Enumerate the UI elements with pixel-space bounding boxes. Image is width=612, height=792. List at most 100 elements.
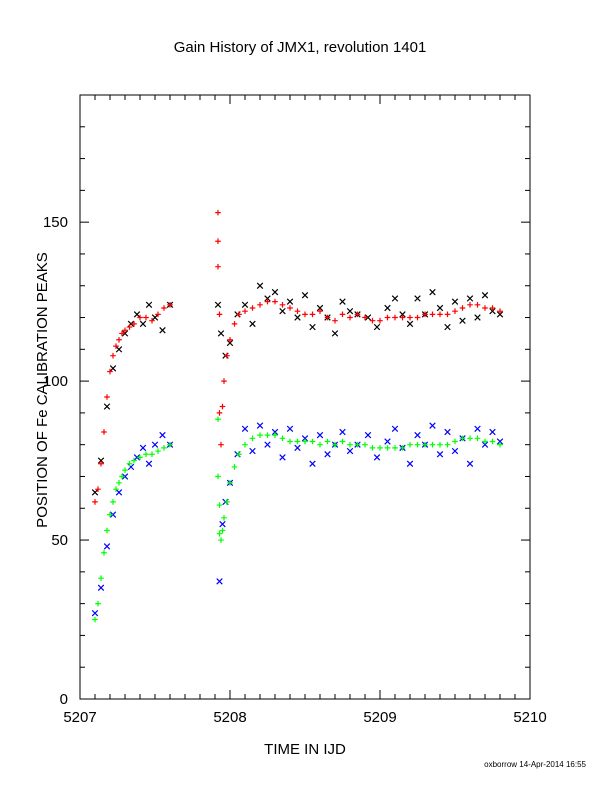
data-point	[143, 451, 149, 458]
data-point	[489, 438, 496, 445]
data-point	[221, 515, 227, 521]
data-point	[316, 431, 324, 439]
data-point	[218, 441, 224, 448]
data-point	[155, 311, 161, 318]
data-point	[354, 441, 361, 448]
data-point	[126, 324, 133, 330]
data-point	[429, 422, 436, 429]
data-point	[236, 311, 242, 318]
data-point	[131, 457, 137, 464]
data-point	[429, 441, 436, 448]
y-tick-label: 150	[43, 214, 68, 231]
data-point	[219, 520, 226, 528]
data-point	[302, 311, 308, 318]
data-point	[113, 343, 119, 349]
data-point	[474, 302, 481, 308]
data-point	[496, 438, 504, 445]
data-point	[332, 441, 338, 448]
data-point	[215, 263, 221, 270]
data-point	[452, 438, 458, 445]
data-point	[264, 298, 271, 305]
data-point	[309, 438, 316, 445]
data-point	[215, 473, 221, 480]
data-point	[110, 352, 116, 359]
data-point	[126, 460, 133, 467]
data-point	[257, 432, 263, 438]
y-tick-label: 100	[43, 373, 68, 390]
data-point	[287, 305, 293, 311]
data-point	[95, 600, 101, 607]
chart-title: Gain History of JMX1, revolution 1401	[174, 39, 427, 56]
data-point	[221, 378, 227, 384]
data-point	[271, 288, 279, 296]
data-point	[104, 394, 110, 400]
plot-frame	[79, 94, 531, 700]
data-point	[116, 336, 122, 343]
data-point	[422, 311, 428, 318]
data-points	[91, 209, 504, 623]
data-point	[392, 314, 398, 321]
data-point	[467, 435, 473, 442]
data-point	[294, 444, 301, 452]
data-point	[97, 457, 105, 464]
y-tick-label: 50	[51, 532, 68, 549]
data-point	[215, 238, 221, 245]
data-point	[452, 308, 458, 314]
data-point	[216, 410, 223, 416]
data-point	[294, 438, 301, 445]
data-point	[406, 460, 414, 467]
data-point	[482, 438, 488, 445]
data-point	[101, 429, 107, 435]
data-point	[145, 460, 153, 467]
data-point	[119, 473, 125, 480]
data-point	[95, 486, 101, 492]
data-point	[346, 307, 354, 315]
data-point	[217, 330, 225, 337]
data-point	[224, 499, 230, 505]
data-point	[316, 304, 324, 312]
data-point	[97, 584, 105, 591]
data-point	[139, 320, 147, 328]
data-point	[103, 403, 111, 410]
data-point	[347, 441, 353, 448]
data-point	[137, 454, 143, 461]
data-point	[161, 305, 167, 311]
data-point	[279, 302, 286, 308]
data-point	[377, 445, 383, 451]
data-point	[466, 460, 474, 467]
data-point	[399, 314, 406, 321]
data-point	[103, 543, 111, 550]
data-point	[384, 304, 391, 312]
data-point	[279, 307, 286, 315]
data-point	[317, 441, 323, 448]
data-point	[324, 314, 331, 321]
data-point	[496, 311, 504, 318]
axis-tick-labels: 5207 5208 5209 5210 0 50 100 150	[43, 214, 547, 726]
data-point	[362, 441, 368, 448]
data-point	[227, 336, 233, 343]
data-point	[241, 301, 249, 309]
data-point	[216, 578, 223, 585]
data-point	[159, 327, 166, 334]
data-point	[414, 314, 421, 321]
data-point	[214, 301, 222, 309]
data-point	[399, 445, 406, 451]
data-point	[436, 450, 444, 458]
data-point	[466, 295, 474, 302]
data-point	[161, 445, 167, 451]
data-point	[231, 321, 238, 327]
data-point	[227, 480, 233, 486]
data-point	[104, 527, 110, 534]
data-point	[149, 317, 155, 324]
data-point	[287, 438, 293, 445]
data-point	[218, 537, 224, 543]
data-point	[444, 323, 451, 331]
data-point	[133, 454, 141, 461]
data-point	[242, 441, 248, 448]
data-point	[271, 428, 279, 436]
data-point	[264, 295, 271, 302]
x-tick-label: 5210	[513, 709, 546, 726]
data-point	[110, 499, 116, 505]
data-point	[107, 368, 113, 375]
